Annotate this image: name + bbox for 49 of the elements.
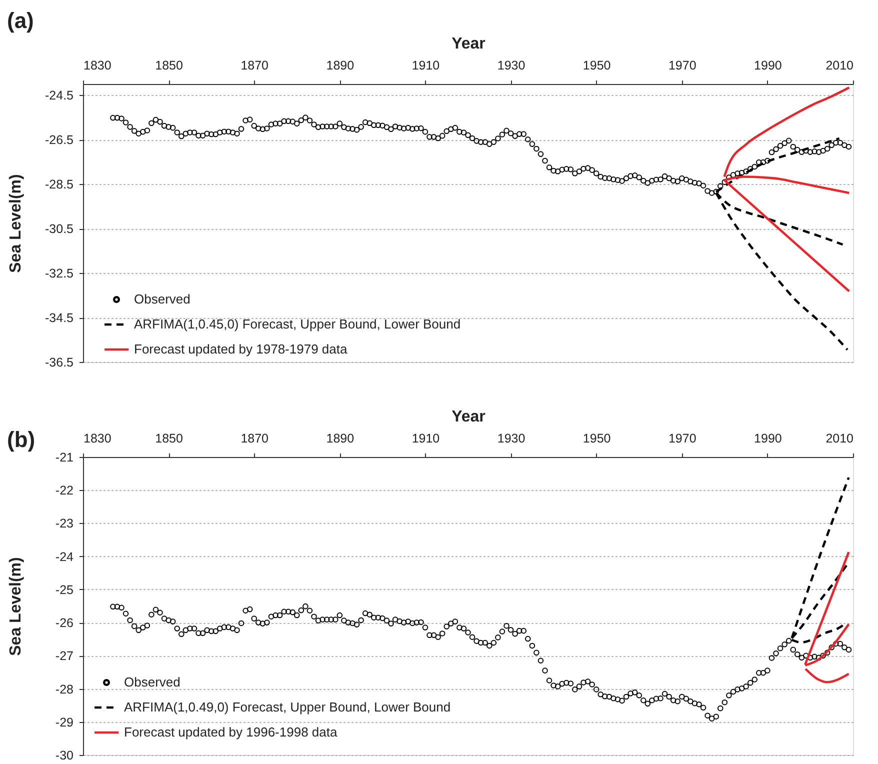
legend-label: Forecast updated by 1978-1979 data: [134, 342, 348, 356]
y-axis-title: Sea Level(m): [8, 174, 24, 273]
y-tick-label: -36.5: [45, 356, 74, 370]
x-tick-label: 2010: [826, 432, 854, 446]
y-tick-label: -22: [55, 484, 74, 498]
x-tick-label: 1870: [240, 432, 269, 446]
x-tick-label: 1970: [668, 58, 696, 72]
y-tick-label: -26: [55, 616, 74, 630]
y-tick-label: -30: [55, 748, 74, 762]
x-tick-label: 1850: [155, 432, 184, 446]
x-tick-label: 1890: [326, 58, 354, 72]
legend-label: Observed: [134, 292, 190, 306]
x-tick-label: 1970: [668, 432, 696, 446]
x-tick-label: 1850: [155, 58, 184, 72]
x-axis-title: Year: [452, 36, 486, 52]
x-tick-label: 1830: [84, 432, 112, 446]
chart-title: (a): [7, 8, 34, 33]
x-tick-label: 1990: [754, 432, 782, 446]
x-tick-label: 1930: [497, 432, 526, 446]
y-tick-label: -25: [55, 582, 74, 597]
x-tick-label: 1950: [582, 432, 611, 446]
x-axis-title: Year: [452, 408, 486, 426]
y-tick-label: -34.5: [45, 311, 74, 326]
y-tick-label: -23: [55, 516, 74, 531]
y-tick-label: -28.5: [45, 178, 74, 192]
y-axis-title: Sea Level(m): [8, 557, 24, 656]
y-tick-label: -21: [55, 450, 74, 464]
y-tick-label: -29: [55, 715, 74, 730]
y-tick-label: -27: [55, 649, 74, 664]
y-tick-label: -24.5: [45, 88, 74, 103]
legend-label: ARFIMA(1,0.45,0) Forecast, Upper Bound, Lower Bound: [134, 316, 461, 332]
x-tick-label: 1890: [326, 432, 354, 446]
y-tick-label: -32.5: [45, 266, 74, 281]
legend-label: Forecast updated by 1996-1998 data: [124, 724, 338, 740]
x-tick-label: 1930: [497, 58, 526, 72]
x-tick-label: 1910: [412, 432, 440, 446]
chart-title: (b): [7, 427, 36, 452]
x-tick-label: 1910: [412, 58, 440, 72]
legend-label: Observed: [124, 674, 180, 690]
x-tick-label: 1830: [84, 58, 112, 72]
x-tick-label: 1990: [754, 58, 782, 72]
x-tick-label: 1950: [582, 58, 611, 72]
y-tick-label: -24: [55, 550, 74, 564]
x-tick-label: 1870: [240, 58, 269, 72]
y-tick-label: -26.5: [45, 133, 74, 148]
y-tick-label: -30.5: [45, 222, 74, 236]
legend-label: ARFIMA(1,0.49,0) Forecast, Upper Bound, Lower Bound: [124, 700, 451, 714]
y-tick-label: -28: [55, 682, 74, 696]
x-tick-label: 2010: [826, 58, 854, 72]
